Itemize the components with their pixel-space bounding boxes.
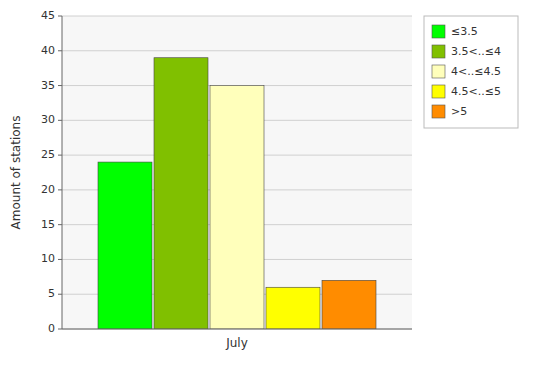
chart: 0 5 10 15 20 25 30 35 40 45 Amount of stations July… xyxy=(0,0,538,369)
tick-label: 40 xyxy=(41,44,55,57)
grid-line xyxy=(62,329,412,330)
tick-mark xyxy=(58,224,62,225)
tick-label: 45 xyxy=(41,9,55,22)
tick-mark xyxy=(58,155,62,156)
x-axis: July xyxy=(225,336,248,350)
tick-label: 30 xyxy=(41,113,55,126)
bar xyxy=(154,58,208,329)
legend-swatch xyxy=(432,105,445,118)
tick-mark xyxy=(58,50,62,51)
y-axis: 0 5 10 15 20 25 30 35 40 45 xyxy=(41,9,62,335)
tick-mark xyxy=(58,329,62,330)
grid-line xyxy=(62,16,412,17)
legend-swatch xyxy=(432,45,445,58)
tick-label: July xyxy=(225,336,248,350)
tick-mark xyxy=(58,16,62,17)
axis-line xyxy=(62,329,412,330)
legend-swatch xyxy=(432,25,445,38)
tick-label: 5 xyxy=(48,287,55,300)
tick-mark xyxy=(58,120,62,121)
bar xyxy=(98,162,152,329)
tick-label: 25 xyxy=(41,148,55,161)
plot-background xyxy=(62,16,412,329)
tick-mark xyxy=(58,189,62,190)
legend: ≤3.5 3.5<..≤4 4<..≤4.5 4.5<..≤5 >5 xyxy=(424,16,518,128)
tick-label: 0 xyxy=(48,322,55,335)
legend-label: 4<..≤4.5 xyxy=(451,65,501,78)
legend-frame xyxy=(424,16,518,128)
grid-line xyxy=(62,50,412,51)
bars xyxy=(98,58,376,329)
legend-label: 3.5<..≤4 xyxy=(451,45,501,58)
legend-swatch xyxy=(432,65,445,78)
tick-mark xyxy=(58,259,62,260)
legend-label: ≤3.5 xyxy=(451,25,478,38)
tick-label: 15 xyxy=(41,218,55,231)
tick-mark xyxy=(58,85,62,86)
tick-label: 10 xyxy=(41,252,55,265)
tick-mark xyxy=(58,294,62,295)
tick-label: 35 xyxy=(41,79,55,92)
axis-line xyxy=(62,16,63,329)
bar xyxy=(266,287,320,329)
legend-label: 4.5<..≤5 xyxy=(451,85,501,98)
bar xyxy=(322,280,376,329)
legend-swatch xyxy=(432,85,445,98)
tick-label: 20 xyxy=(41,183,55,196)
bar xyxy=(210,86,264,329)
plot-area xyxy=(62,16,412,329)
legend-label: >5 xyxy=(451,105,467,118)
axis-label: Amount of stations xyxy=(9,116,23,230)
